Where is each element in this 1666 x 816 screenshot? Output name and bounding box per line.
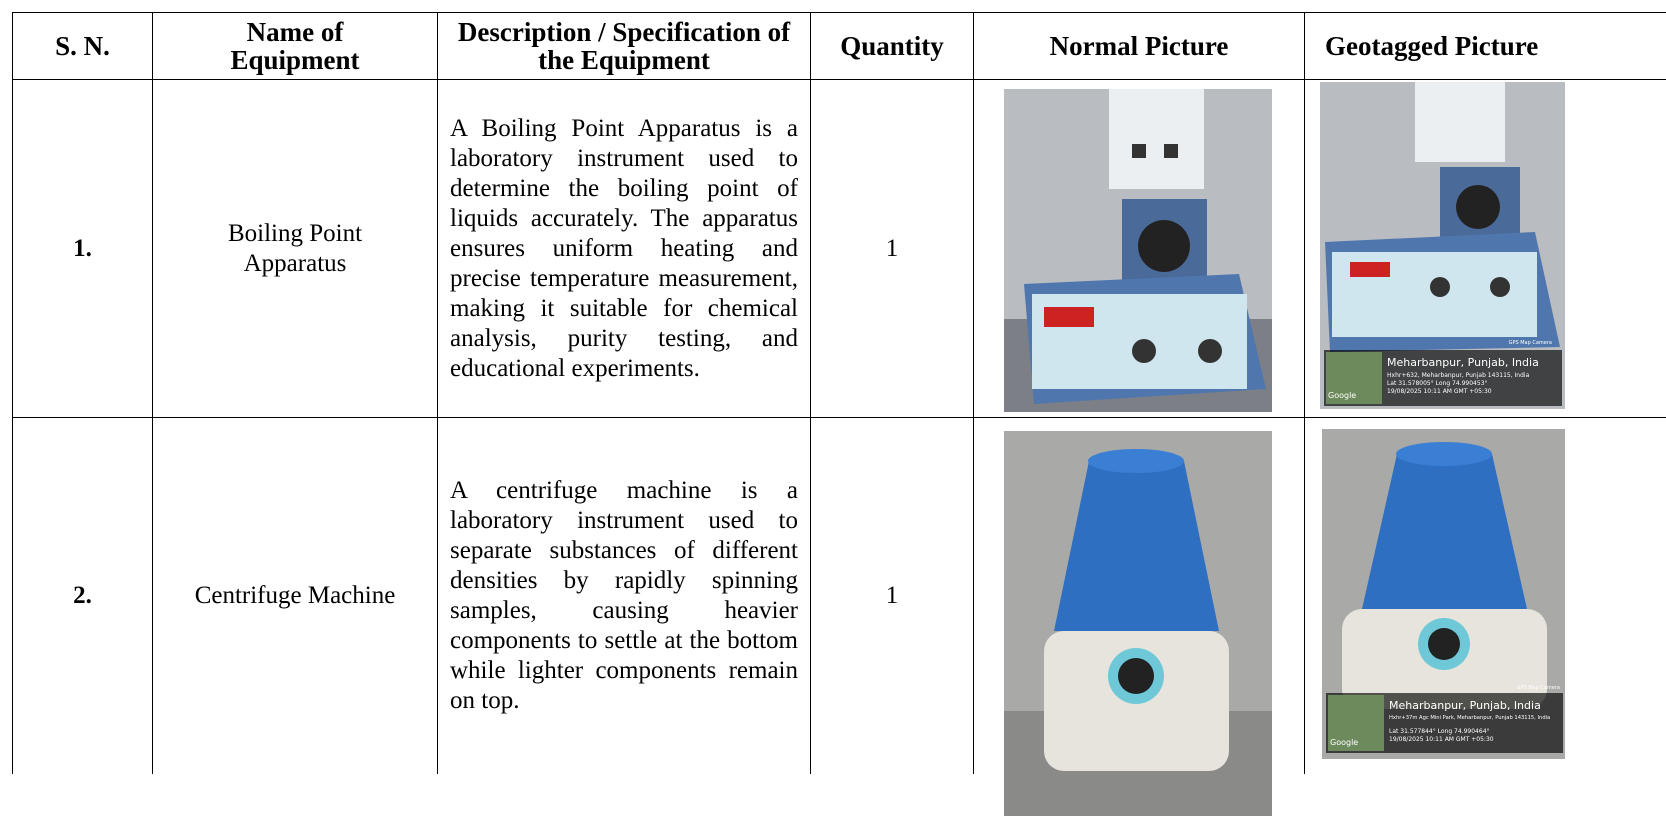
header-cell: Geotagged Picture <box>1305 13 1666 80</box>
geotag-label: GPS Map Camera <box>1509 340 1552 346</box>
header-cell: Description / Specification of the Equip… <box>438 13 811 80</box>
equipment-table: S. N. Name of Equipment Description / Sp… <box>12 12 1666 774</box>
header-row: S. N. Name of Equipment Description / Sp… <box>13 13 1666 80</box>
geotag-label: GPS Map Camera <box>1517 685 1560 691</box>
geotagged-photo: GPS Map Camera Google Meharbanpur, Punja… <box>1322 429 1565 759</box>
description-cell: A centrifuge machine is a laboratory ins… <box>438 418 811 774</box>
description-cell: A Boiling Point Apparatus is a laborator… <box>438 80 811 418</box>
geotag-datetime: 19/08/2025 10:11 AM GMT +05:30 <box>1389 736 1494 743</box>
header-cell: Normal Picture <box>974 13 1305 80</box>
sn-cell: 2. <box>13 418 153 774</box>
geotag-map: Google <box>1330 738 1358 747</box>
photo-cell <box>974 80 1305 418</box>
header-cell: Quantity <box>811 13 974 80</box>
quantity-cell: 1 <box>811 80 974 418</box>
geotag-coords: Lat 31.577844° Long 74.990464° <box>1389 728 1490 735</box>
geotag-address: Hxhr+37m Agc Mini Park, Meharbanpur, Pun… <box>1389 715 1550 721</box>
geotag-address: Hxhr+632, Meharbanpur, Punjab 143115, In… <box>1387 372 1530 379</box>
photo-cell <box>974 418 1305 774</box>
geotagged-photo: GPS Map Camera Google Meharbanpur, Punja… <box>1320 82 1565 409</box>
quantity-cell: 1 <box>811 418 974 774</box>
geotag-datetime: 19/08/2025 10:11 AM GMT +05:30 <box>1387 388 1492 395</box>
normal-photo <box>1004 431 1272 816</box>
photo-cell: GPS Map Camera Google Meharbanpur, Punja… <box>1305 80 1666 418</box>
normal-photo <box>1004 89 1272 412</box>
header-cell: S. N. <box>13 13 153 80</box>
photo-cell: GPS Map Camera Google Meharbanpur, Punja… <box>1305 418 1666 774</box>
geotag-place: Meharbanpur, Punjab, India <box>1387 356 1539 369</box>
name-cell: Centrifuge Machine <box>153 418 438 774</box>
geotag-place: Meharbanpur, Punjab, India <box>1389 699 1541 712</box>
row: 2. Centrifuge Machine A centrifuge machi… <box>13 418 1666 774</box>
name-cell: Boiling Point Apparatus <box>153 80 438 418</box>
sn-cell: 1. <box>13 80 153 418</box>
geotag-coords: Lat 31.578005° Long 74.990453° <box>1387 380 1488 387</box>
row: 1. Boiling Point Apparatus A Boiling Poi… <box>13 80 1666 418</box>
geotag-map: Google <box>1328 391 1356 400</box>
header-cell: Name of Equipment <box>153 13 438 80</box>
